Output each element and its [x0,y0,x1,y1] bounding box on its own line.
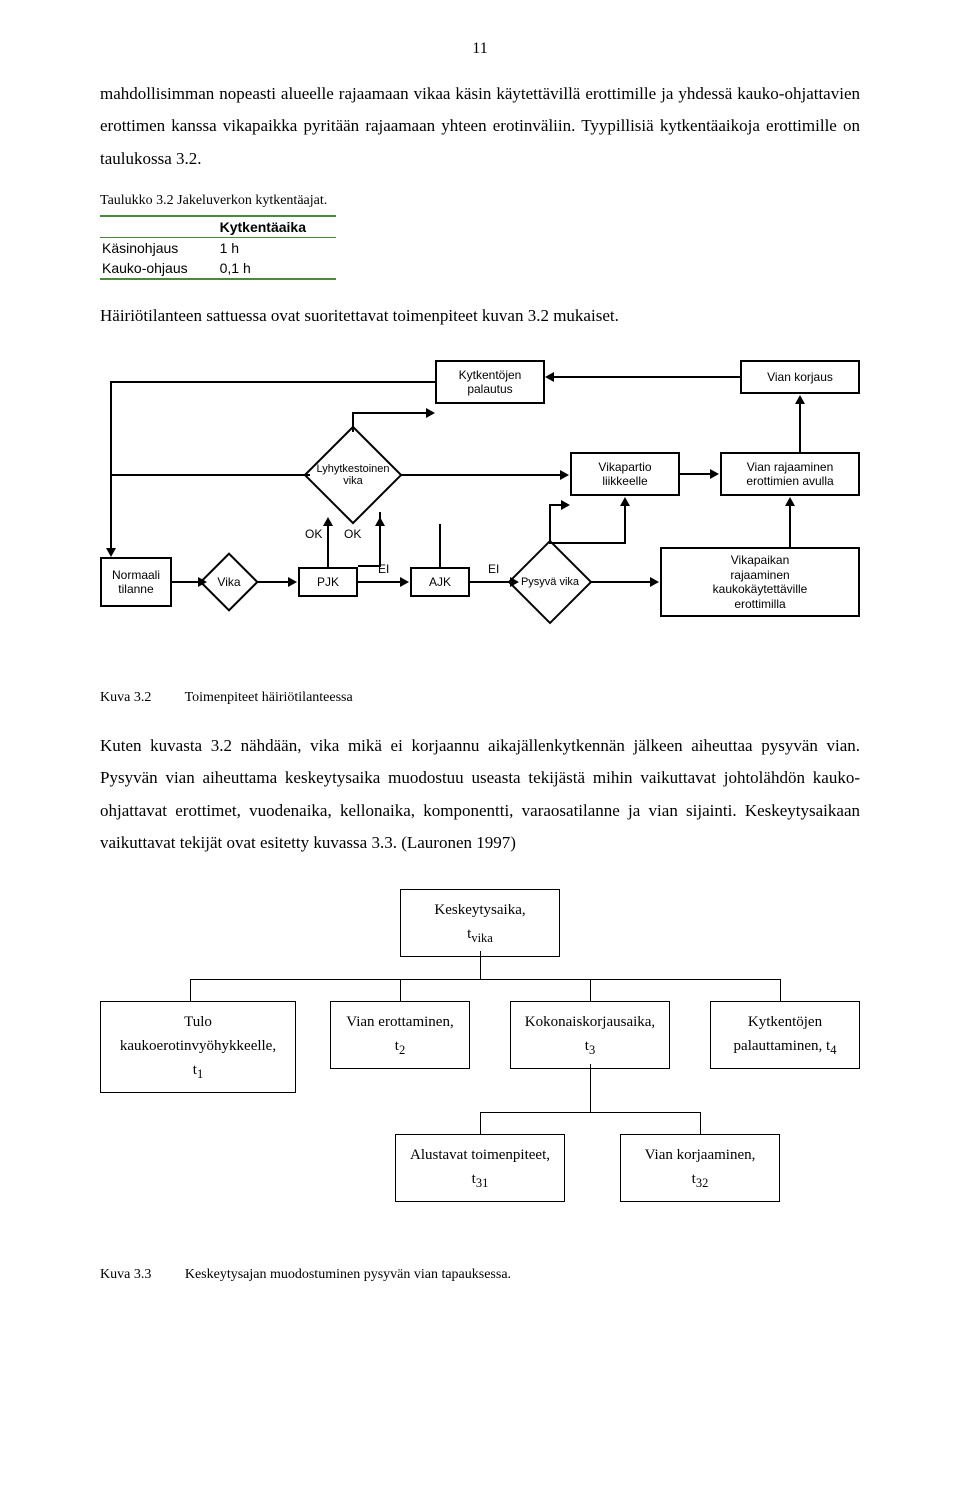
paragraph-2: Häiriötilanteen sattuessa ovat suoritett… [100,300,860,332]
tree-child-4: Kytkentöjen palauttaminen, t4 [710,1001,860,1069]
page-number: 11 [100,40,860,58]
figure-3-2-caption: Kuva 3.2 Toimenpiteet häiriötilanteessa [100,690,860,706]
table-cell: 1 h [218,237,336,258]
kytkentaaika-table: Kytkentäaika Käsinohjaus 1 h Kauko-ohjau… [100,215,336,280]
edge-label-ei: EI [488,562,499,576]
node-vikapaikan-rajaaminen: Vikapaikanrajaaminenkaukokäytettävilleer… [660,547,860,617]
figure-3-3-tree: Keskeytysaika, tvika Tulo kaukoerotinvyö… [100,889,860,1259]
node-vian-korjaus: Vian korjaus [740,360,860,394]
node-lyhytkestoinen-vika: Lyhytkestoinen vika [318,440,388,510]
paragraph-3: Kuten kuvasta 3.2 nähdään, vika mikä ei … [100,730,860,859]
table-cell: Käsinohjaus [100,237,218,258]
tree-root: Keskeytysaika, tvika [400,889,560,957]
table-caption: Taulukko 3.2 Jakeluverkon kytkentäajat. [100,193,860,209]
node-ajk: AJK [410,567,470,597]
tree-grandchild-1: Alustavat toimenpiteet, t31 [395,1134,565,1202]
table-header-col2: Kytkentäaika [218,216,336,238]
node-pjk: PJK [298,567,358,597]
node-normaali-tilanne: Normaalitilanne [100,557,172,607]
tree-grandchild-2: Vian korjaaminen, t32 [620,1134,780,1202]
node-vikapartio: Vikapartioliikkeelle [570,452,680,496]
figure-3-3-caption: Kuva 3.3 Keskeytysajan muodostuminen pys… [100,1267,860,1283]
node-kytkentojen-palautus: Kytkentöjenpalautus [435,360,545,404]
table-cell: Kauko-ohjaus [100,258,218,279]
edge-label-ok: OK [305,527,322,541]
tree-child-3: Kokonaiskorjausaika, t3 [510,1001,670,1069]
tree-child-1: Tulo kaukoerotinvyöhykkeelle, t1 [100,1001,296,1093]
tree-child-2: Vian erottaminen, t2 [330,1001,470,1069]
edge-label-ok: OK [344,527,361,541]
node-vika: Vika [208,561,250,603]
table-cell: 0,1 h [218,258,336,279]
node-vian-rajaaminen: Vian rajaaminenerottimien avulla [720,452,860,496]
node-pysyva-vika: Pysyvä vika [520,552,580,612]
figure-3-2-flowchart: Normaalitilanne PJK AJK Vikapaikanrajaam… [100,352,860,682]
paragraph-1: mahdollisimman nopeasti alueelle rajaama… [100,78,860,175]
